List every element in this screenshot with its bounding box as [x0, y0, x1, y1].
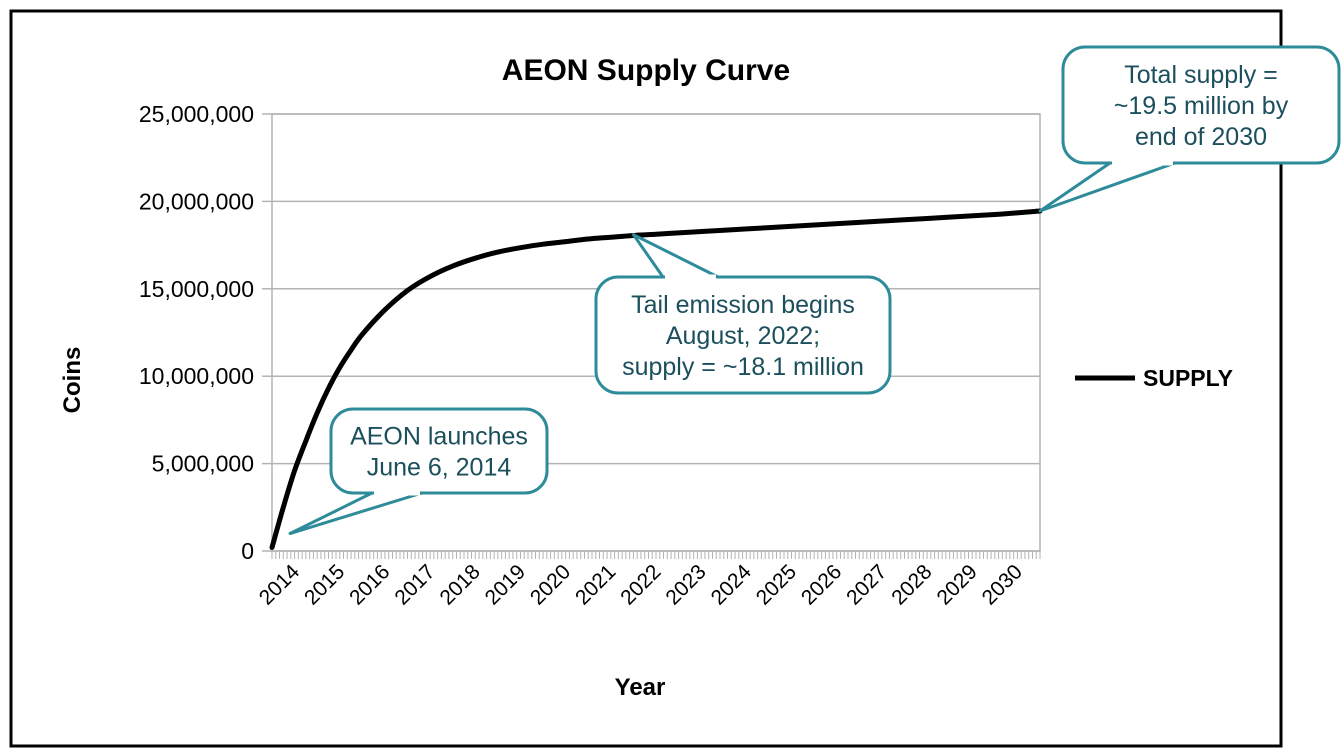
y-tick-label: 20,000,000 [139, 188, 254, 214]
series-line-supply [269, 208, 1043, 550]
y-axis-label: Coins [59, 347, 86, 414]
chart-title: AEON Supply Curve [502, 54, 790, 87]
callout: AEON launches June 6, 2014 [288, 407, 549, 536]
callout-text: June 6, 2014 [367, 454, 512, 482]
callout-box [329, 407, 549, 495]
legend: SUPPLY [1075, 365, 1233, 391]
y-tick-label: 10,000,000 [139, 363, 254, 389]
y-axis-ticks: 0 5,000,000 10,000,000 15,000,000 20,000,000… [139, 101, 254, 564]
callout-box [1061, 45, 1341, 165]
legend-label-supply: SUPPLY [1143, 365, 1233, 391]
y-tick-label: 25,000,000 [139, 101, 254, 127]
x-axis-label: Year [615, 674, 666, 701]
callout-box [594, 275, 892, 395]
callout-text: August, 2022; [666, 322, 820, 350]
y-tick-label: 5,000,000 [152, 451, 254, 477]
callout-text: ~19.5 million by [1114, 92, 1289, 120]
callout-text: supply = ~18.1 million [622, 353, 864, 381]
callouts: AEON launches June 6, 2014 Tail emission b… [288, 45, 1341, 536]
callout-text: Tail emission begins [631, 291, 855, 319]
callout: Total supply = ~19.5 million by end of 203… [1038, 45, 1341, 213]
callout-text: end of 2030 [1135, 123, 1267, 151]
callout-text: AEON launches [350, 423, 528, 451]
y-tick-label: 0 [241, 538, 254, 564]
y-tick-label: 15,000,000 [139, 276, 254, 302]
callout: Tail emission begins August, 2022; supply … [594, 233, 892, 395]
callout-text: Total supply = [1124, 61, 1278, 89]
